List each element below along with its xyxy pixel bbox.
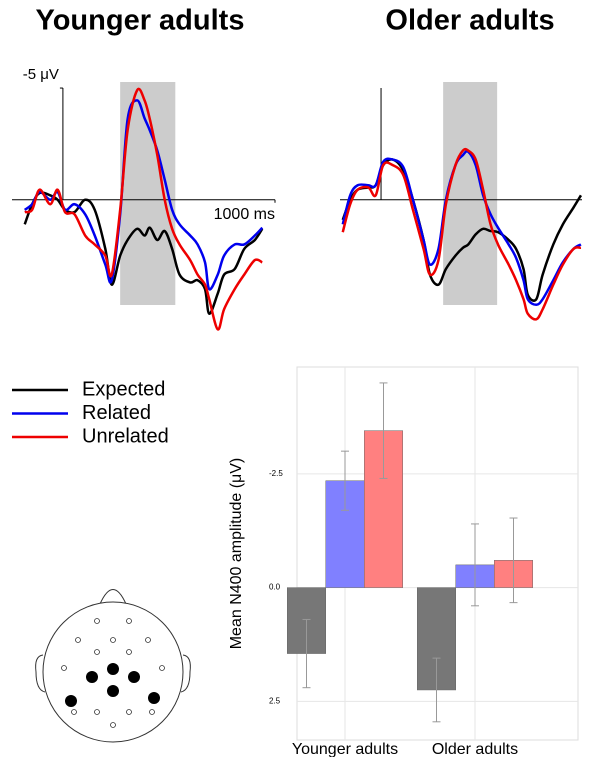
legend-label: Expected [82, 378, 165, 400]
legend-label: Related [82, 402, 151, 424]
y-tick-label: 0.0 [269, 583, 281, 592]
y-tick-label: 2.5 [269, 696, 281, 705]
panel-title: Younger adults [36, 5, 245, 37]
legend-label: Unrelated [82, 425, 169, 447]
x-tick-label: Younger adults [292, 741, 398, 757]
x-tick-label: 1000 ms [214, 206, 275, 223]
panel-title: Older adults [385, 5, 554, 37]
y-axis-label: Mean N400 amplitude (μV) [228, 458, 245, 650]
figure: Younger adults Older adults -5 μV 1000 ms… [0, 0, 595, 757]
x-tick-label: Older adults [432, 741, 518, 757]
y-tick-label: -5 μV [23, 66, 59, 83]
head-map [36, 590, 191, 743]
analysis-window [443, 82, 497, 305]
y-tick-label: -2.5 [269, 469, 283, 478]
